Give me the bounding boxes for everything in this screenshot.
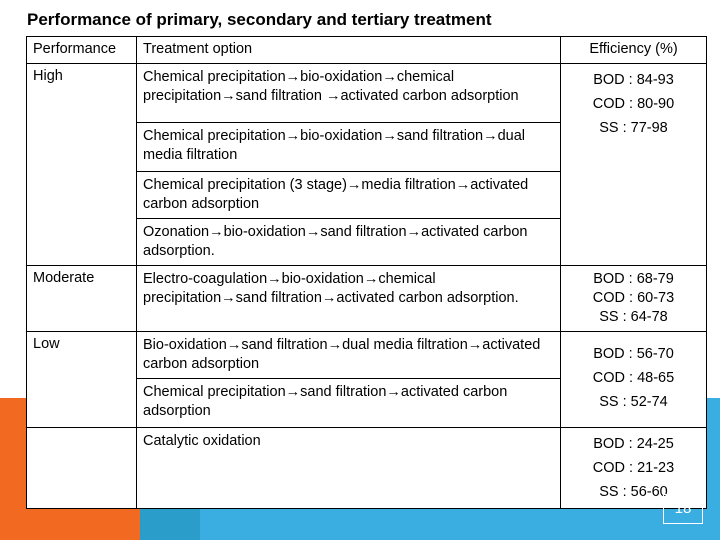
table-row-high: High Chemical precipitation→bio-oxidatio… (26, 63, 707, 266)
efficiency-cell: BOD : 68-79 COD : 60-73 SS : 64-78 (560, 265, 707, 332)
efficiency-cod: COD : 48-65 (592, 370, 675, 386)
efficiency-ss: SS : 64-78 (599, 309, 668, 325)
efficiency-cell: BOD : 24-25 COD : 21-23 SS : 56-60 (560, 427, 707, 509)
efficiency-bod: BOD : 56-70 (593, 346, 674, 362)
efficiency-ss: SS : 77-98 (599, 120, 668, 136)
page-number: 18 (663, 494, 703, 524)
slide-title: Performance of primary, secondary and te… (27, 10, 492, 29)
options-cell: Catalytic oxidation (136, 427, 561, 509)
level-cell: Low (26, 331, 137, 428)
table-row-catalytic: Catalytic oxidation BOD : 24-25 COD : 21… (26, 427, 707, 509)
efficiency-cod: COD : 60-73 (592, 290, 675, 306)
efficiency-ss: SS : 52-74 (599, 394, 668, 410)
efficiency-bod: BOD : 84-93 (593, 72, 674, 88)
header-performance: Performance (26, 36, 137, 64)
option-item: Bio-oxidation→sand filtration→dual media… (137, 332, 560, 379)
table-row-low: Low Bio-oxidation→sand filtration→dual m… (26, 331, 707, 428)
efficiency-cod: COD : 21-23 (592, 460, 675, 476)
performance-table: Performance Treatment option Efficiency … (26, 36, 707, 509)
option-item: Chemical precipitation→bio-oxidation→san… (137, 123, 560, 172)
efficiency-cell: BOD : 84-93 COD : 80-90 SS : 77-98 (560, 63, 707, 266)
option-item: Ozonation→bio-oxidation→sand filtration→… (143, 224, 528, 259)
option-item: Chemical precipitation→sand filtration→a… (143, 384, 508, 419)
option-item: Chemical precipitation (3 stage)→media f… (137, 172, 560, 219)
options-cell: Bio-oxidation→sand filtration→dual media… (136, 331, 561, 428)
options-cell: Electro-coagulation→bio-oxidation→chemic… (136, 265, 561, 332)
efficiency-cell: BOD : 56-70 COD : 48-65 SS : 52-74 (560, 331, 707, 428)
table-row-moderate: Moderate Electro-coagulation→bio-oxidati… (26, 265, 707, 332)
efficiency-bod: BOD : 24-25 (593, 436, 674, 452)
header-efficiency: Efficiency (%) (560, 36, 707, 64)
option-item: Chemical precipitation→bio-oxidation→che… (137, 64, 560, 123)
level-cell: High (26, 63, 137, 266)
efficiency-cod: COD : 80-90 (592, 96, 675, 112)
table-header-row: Performance Treatment option Efficiency … (26, 36, 707, 64)
efficiency-ss: SS : 56-60 (599, 484, 668, 500)
efficiency-bod: BOD : 68-79 (593, 271, 674, 287)
level-cell (26, 427, 137, 509)
option-item: Catalytic oxidation (143, 433, 261, 449)
options-cell: Chemical precipitation→bio-oxidation→che… (136, 63, 561, 266)
option-item: Electro-coagulation→bio-oxidation→chemic… (143, 271, 519, 306)
level-cell: Moderate (26, 265, 137, 332)
header-treatment-option: Treatment option (136, 36, 561, 64)
